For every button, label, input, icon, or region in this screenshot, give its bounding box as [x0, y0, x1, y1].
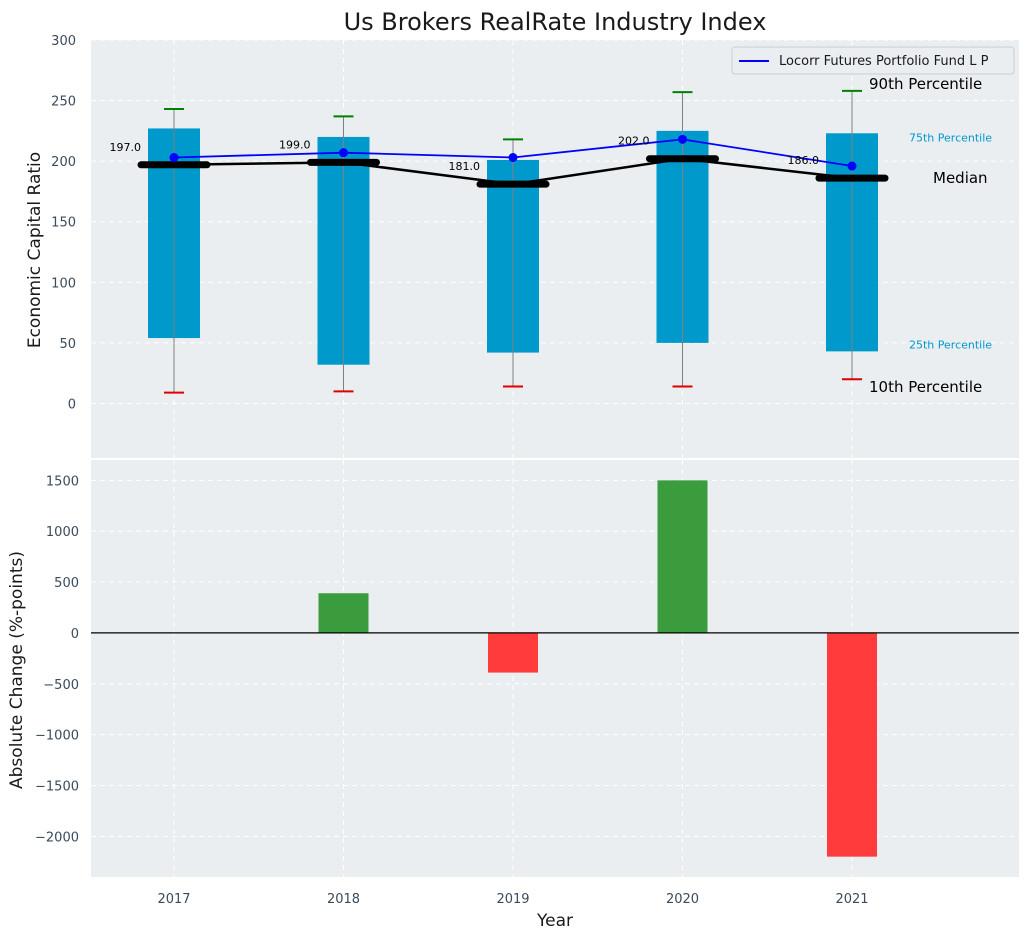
median-value-label-2019: 181.0	[449, 160, 481, 173]
bottom-bar-marks	[91, 480, 1019, 857]
annotation-25th-percentile: 25th Percentile	[909, 338, 992, 351]
median-value-label-2017: 197.0	[110, 141, 142, 154]
top-y-tick-label: 50	[59, 337, 76, 352]
bottom-plot-area	[91, 460, 1019, 877]
x-tick-label-2019: 2019	[496, 892, 529, 907]
x-tick-labels: 2017 2018 2019 2020 2021	[157, 892, 868, 907]
series-point-2020	[678, 134, 687, 144]
annotation-90th-percentile: 90th Percentile	[869, 75, 982, 93]
legend: Locorr Futures Portfolio Fund L P	[731, 46, 1015, 75]
top-y-tick-label: 150	[51, 216, 76, 231]
bottom-y-tick-label: −500	[43, 678, 79, 693]
x-tick-label-2017: 2017	[157, 892, 190, 907]
x-tick-label-2020: 2020	[666, 892, 699, 907]
bottom-y-tick-label: 1500	[46, 474, 79, 489]
median-value-label-2021: 186.0	[788, 154, 820, 167]
top-y-tick-label: 300	[51, 34, 76, 49]
percentile-annotations: 90th Percentile 75th Percentile Median 25th…	[869, 75, 992, 396]
median-value-label-2018: 199.0	[279, 138, 311, 151]
bottom-y-tick-labels: −2000 −1500 −1000 −500 0 500 1000 1500	[35, 474, 79, 845]
bottom-y-tick-label: 1000	[46, 525, 79, 540]
change-bar-2019	[488, 632, 538, 673]
top-y-axis-label: Economic Capital Ratio	[25, 152, 45, 348]
series-point-2017	[169, 153, 179, 163]
series-point-2021	[847, 161, 857, 171]
median-value-label-2020: 202.0	[618, 135, 650, 148]
x-tick-label-2021: 2021	[835, 892, 868, 907]
top-y-tick-label: 100	[51, 276, 76, 291]
bottom-y-tick-label: 0	[71, 627, 79, 642]
top-y-tick-label: 250	[51, 95, 76, 110]
bottom-y-axis-label: Absolute Change (%-points)	[7, 551, 27, 789]
change-bar-2020	[657, 480, 708, 633]
x-tick-label-2018: 2018	[327, 892, 360, 907]
top-y-tick-label: 200	[51, 155, 76, 170]
change-bar-2021	[827, 632, 877, 857]
x-axis-label: Year	[536, 911, 573, 931]
bottom-y-tick-label: −1500	[35, 779, 79, 794]
legend-box	[731, 46, 1015, 75]
series-point-2019	[508, 153, 518, 163]
top-box-marks: 197.0 199.0 181.0 202.0 186.0	[110, 89, 889, 394]
change-bar-2018	[318, 593, 369, 633]
annotation-median: Median	[933, 169, 988, 187]
chart-title: Us Brokers RealRate Industry Index	[344, 8, 767, 36]
legend-entry-label: Locorr Futures Portfolio Fund L P	[779, 54, 989, 69]
top-y-tick-label: 0	[68, 397, 76, 412]
series-point-2018	[339, 148, 348, 158]
annotation-10th-percentile: 10th Percentile	[869, 378, 982, 396]
bottom-y-tick-label: −1000	[35, 729, 79, 744]
annotation-75th-percentile: 75th Percentile	[909, 131, 992, 144]
top-y-tick-labels: 0 50 100 150 200 250 300	[51, 34, 76, 412]
bottom-y-tick-label: −2000	[35, 830, 79, 845]
bottom-y-tick-label: 500	[54, 576, 79, 591]
